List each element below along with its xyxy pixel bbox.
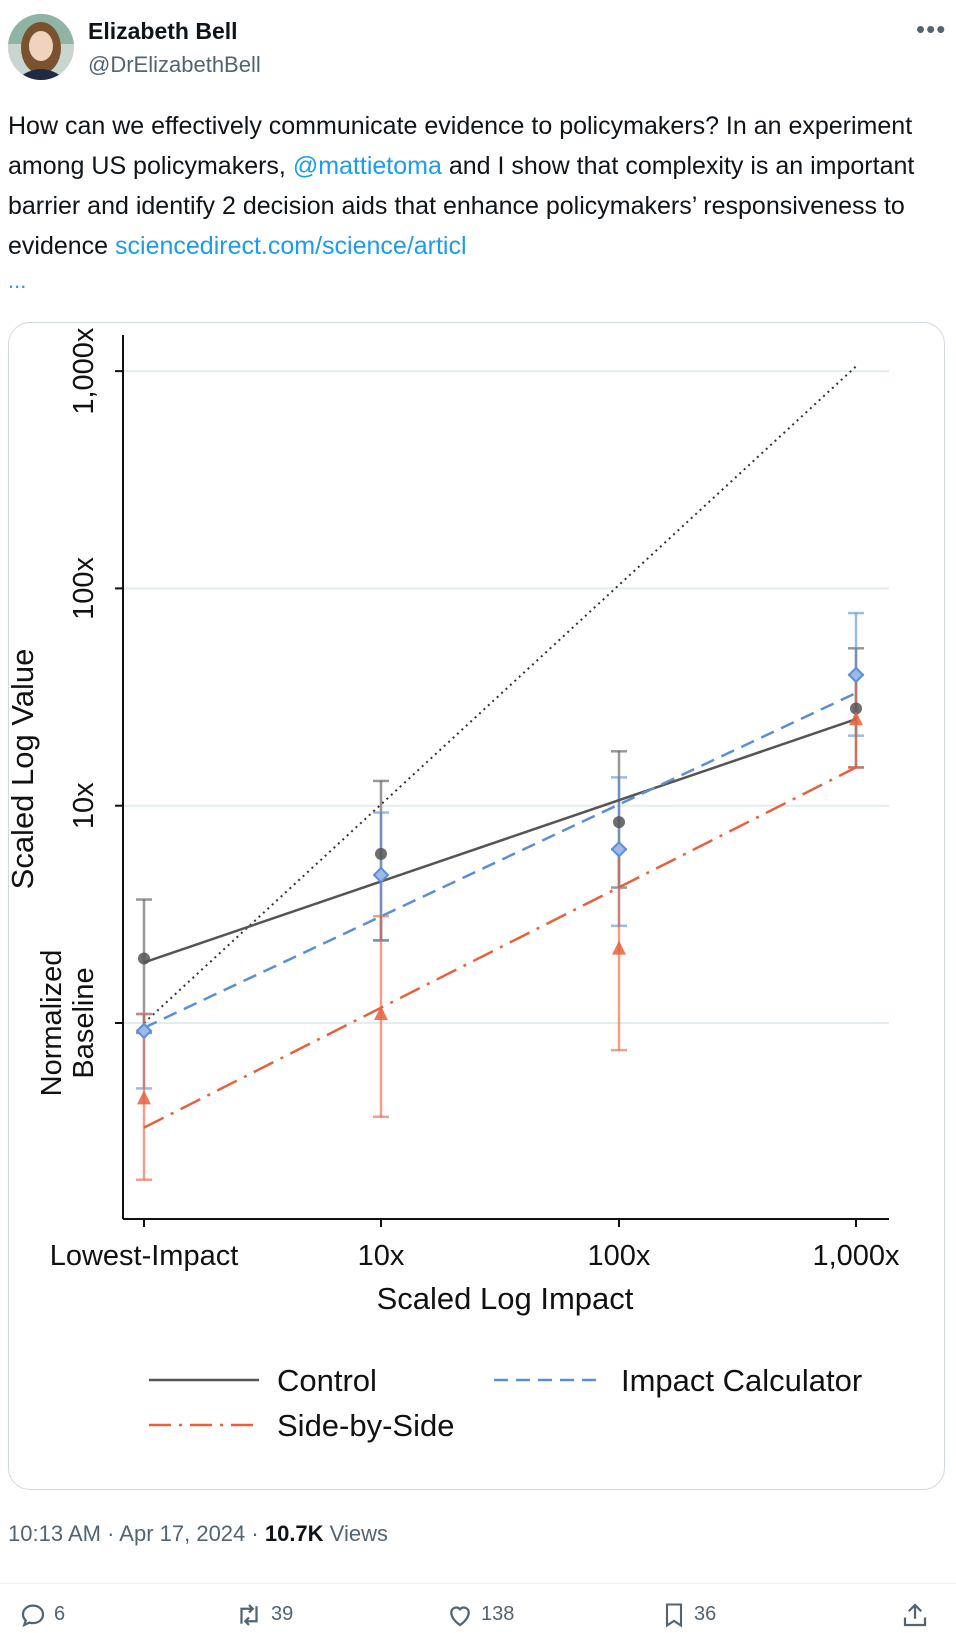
data-point (375, 847, 387, 860)
data-point (610, 840, 628, 858)
action-bar: 6 39 138 36 (0, 1596, 956, 1633)
y-baseline-label: Baseline (68, 967, 100, 1078)
chart: Lowest-Impact 10x 100x 1,000x 10x 100x 1,000x N… (9, 327, 900, 1443)
tweet-text-part: and I show that complexity is an importa… (8, 152, 915, 260)
data-point (374, 1006, 388, 1021)
legend-label: Impact Calculator (621, 1363, 862, 1398)
data-point (612, 940, 626, 955)
y-tick-label: 1,000x (68, 327, 100, 415)
data-point (613, 816, 625, 829)
fit-line-side-by-side (143, 766, 857, 1129)
like-count: 138 (481, 1603, 515, 1625)
retweet-icon (240, 1603, 258, 1626)
views-label: Views (323, 1521, 388, 1546)
data-point (850, 702, 862, 715)
x-tick-label: 1,000x (812, 1240, 900, 1272)
reference-line (143, 365, 857, 1024)
tweet-meta: 10:13 AM · Apr 17, 2024 · 10.7K Views (8, 1521, 388, 1547)
legend-label: Side-by-Side (277, 1408, 454, 1443)
fit-line-impact-calculator (143, 691, 857, 1029)
x-axis-label: Scaled Log Impact (377, 1281, 634, 1316)
reply-button[interactable]: 6 (18, 1596, 65, 1633)
mention-link[interactable]: @mattietoma (292, 152, 442, 180)
legend-label: Control (277, 1363, 377, 1398)
data-point (849, 711, 863, 726)
x-tick-label: 10x (358, 1240, 405, 1272)
separator: · (100, 1521, 120, 1546)
tweet-text-part: How can we effectively communicate evide… (8, 112, 913, 180)
avatar[interactable] (8, 14, 74, 80)
chart-image[interactable]: Lowest-Impact 10x 100x 1,000x 10x 100x 1,000x N… (8, 322, 945, 1490)
reply-count: 6 (54, 1603, 66, 1625)
data-point (137, 1090, 151, 1105)
views-count: 10.7K (264, 1521, 324, 1546)
link-ellipsis[interactable]: ... (8, 268, 27, 293)
data-point (138, 952, 150, 965)
fit-line-control (143, 718, 857, 964)
share-button[interactable] (900, 1596, 936, 1633)
data-point (847, 666, 865, 684)
reply-icon (21, 1603, 45, 1627)
tweet-date[interactable]: Apr 17, 2024 (119, 1521, 246, 1546)
tweet-time[interactable]: 10:13 AM (8, 1521, 101, 1546)
like-icon (450, 1605, 470, 1626)
article-link[interactable]: sciencedirect.com/science/articl (115, 232, 467, 260)
author-handle[interactable]: @DrElizabethBell (88, 52, 261, 77)
bookmark-button[interactable]: 36 (660, 1596, 716, 1633)
retweet-button[interactable]: 39 (233, 1596, 293, 1633)
y-tick-label: 10x (68, 782, 100, 829)
bookmark-icon (665, 1602, 683, 1627)
retweet-count: 39 (271, 1603, 294, 1625)
author-name[interactable]: Elizabeth Bell (88, 18, 238, 44)
x-tick-label: 100x (588, 1240, 651, 1272)
more-horizontal-icon[interactable]: ••• (916, 14, 947, 44)
tweet-text: How can we effectively communicate evide… (8, 106, 943, 266)
data-point (135, 1022, 153, 1040)
divider (0, 1583, 956, 1584)
y-baseline-label: Normalized (36, 950, 68, 1097)
y-tick-label: 100x (68, 556, 100, 619)
like-button[interactable]: 138 (445, 1596, 514, 1633)
bookmark-count: 36 (694, 1603, 717, 1625)
x-tick-label: Lowest-Impact (50, 1240, 239, 1272)
separator: · (245, 1521, 265, 1546)
y-axis-label: Scaled Log Value (9, 649, 40, 890)
data-point (372, 866, 390, 884)
share-icon (903, 1602, 927, 1626)
